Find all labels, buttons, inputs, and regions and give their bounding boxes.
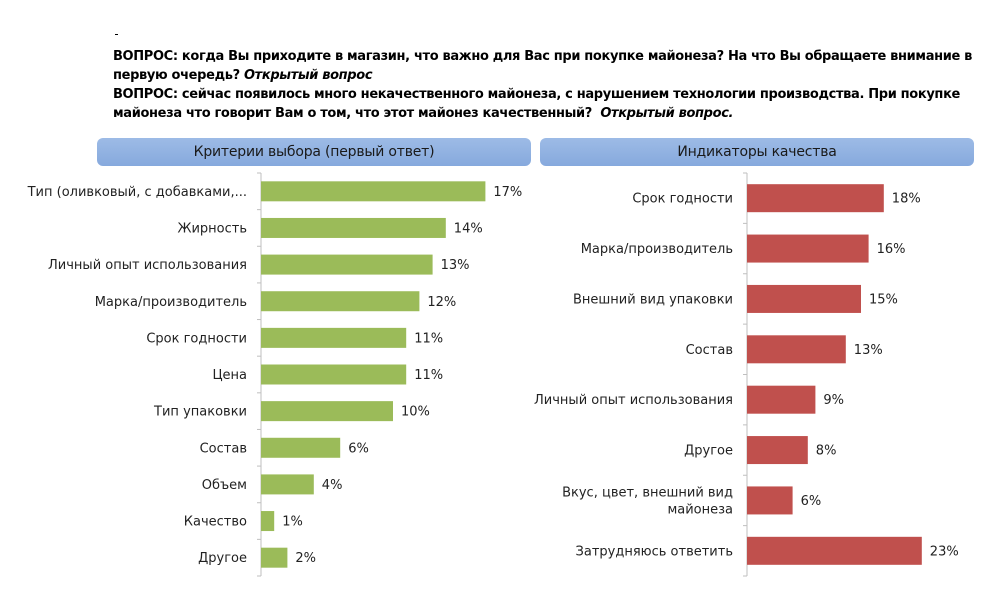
category-label: Состав: [200, 441, 247, 456]
category-label: Другое: [684, 444, 733, 459]
data-label: 6%: [801, 494, 822, 509]
bar: [747, 486, 793, 515]
category-label: Вкус, цвет, внешний вид майонеза: [562, 485, 733, 517]
marker-dot: [115, 34, 118, 35]
category-label: Тип (оливковый, с добавками,...: [27, 185, 247, 200]
bar: [261, 401, 393, 422]
category-label: Затрудняюсь ответить: [576, 544, 733, 559]
data-label: 15%: [869, 292, 898, 307]
bar: [747, 234, 869, 263]
bar: [261, 474, 314, 495]
data-label: 12%: [427, 295, 456, 310]
category-label: Объем: [202, 478, 247, 493]
question-2-tag: Открытый вопрос.: [600, 106, 734, 121]
bar: [747, 335, 846, 364]
category-label: Тип упаковки: [153, 405, 247, 420]
data-label: 9%: [823, 393, 844, 408]
bar: [261, 181, 486, 202]
bar: [747, 536, 922, 565]
bar: [747, 436, 808, 465]
data-label: 4%: [322, 478, 343, 493]
category-label: Качество: [184, 515, 247, 530]
category-label: Жирность: [177, 222, 247, 237]
data-label: 6%: [348, 441, 369, 456]
question-block: ВОПРОС: когда Вы приходите в магазин, чт…: [113, 47, 998, 123]
category-label: Личный опыт использования: [48, 258, 247, 273]
category-label: Срок годности: [632, 192, 733, 207]
bar: [261, 254, 433, 275]
data-label: 18%: [892, 192, 921, 207]
bar: [261, 437, 341, 458]
category-label-line: майонеза: [667, 502, 733, 517]
data-label: 14%: [454, 222, 483, 237]
data-label: 1%: [282, 515, 303, 530]
category-label: Цена: [212, 368, 247, 383]
bar: [261, 364, 407, 385]
category-label: Срок годности: [146, 331, 247, 346]
data-label: 23%: [930, 544, 959, 559]
bar: [261, 511, 275, 532]
data-label: 11%: [414, 368, 443, 383]
category-label: Личный опыт использования: [534, 393, 733, 408]
data-label: 13%: [441, 258, 470, 273]
question-1-tag: Открытый вопрос: [243, 68, 373, 83]
question-2-text: ВОПРОС: сейчас появилось много некачеств…: [113, 87, 961, 121]
category-label: Состав: [686, 343, 733, 358]
data-label: 11%: [414, 331, 443, 346]
category-label-line: Вкус, цвет, внешний вид: [562, 485, 733, 500]
question-1-text: ВОПРОС: когда Вы приходите в магазин, чт…: [113, 49, 973, 83]
data-label: 10%: [401, 405, 430, 420]
data-label: 17%: [493, 185, 522, 200]
question-1: ВОПРОС: когда Вы приходите в магазин, чт…: [113, 47, 998, 85]
category-label: Марка/производитель: [95, 295, 247, 310]
chart-title-selection-criteria: Критерии выбора (первый ответ): [97, 138, 531, 166]
quality-indicators-chart: Срок годности 18% Марка/производитель 16% Вн…: [534, 172, 959, 577]
bar: [261, 217, 446, 238]
bar: [747, 284, 861, 313]
data-label: 8%: [816, 444, 837, 459]
bar: [261, 291, 420, 312]
question-2: ВОПРОС: сейчас появилось много некачеств…: [113, 85, 998, 123]
category-label: Марка/производитель: [581, 242, 733, 257]
bar: [261, 327, 407, 348]
selection-criteria-chart: Тип (оливковый, с добавками,... 17% Жирнос…: [27, 172, 522, 577]
chart-title-quality-indicators: Индикаторы качества: [540, 138, 974, 166]
bar: [261, 547, 288, 568]
data-label: 13%: [854, 343, 883, 358]
data-label: 2%: [295, 551, 316, 566]
category-label: Другое: [198, 551, 247, 566]
category-label: Внешний вид упаковки: [573, 292, 733, 307]
data-label: 16%: [877, 242, 906, 257]
bar: [747, 385, 816, 414]
bar: [747, 184, 884, 213]
